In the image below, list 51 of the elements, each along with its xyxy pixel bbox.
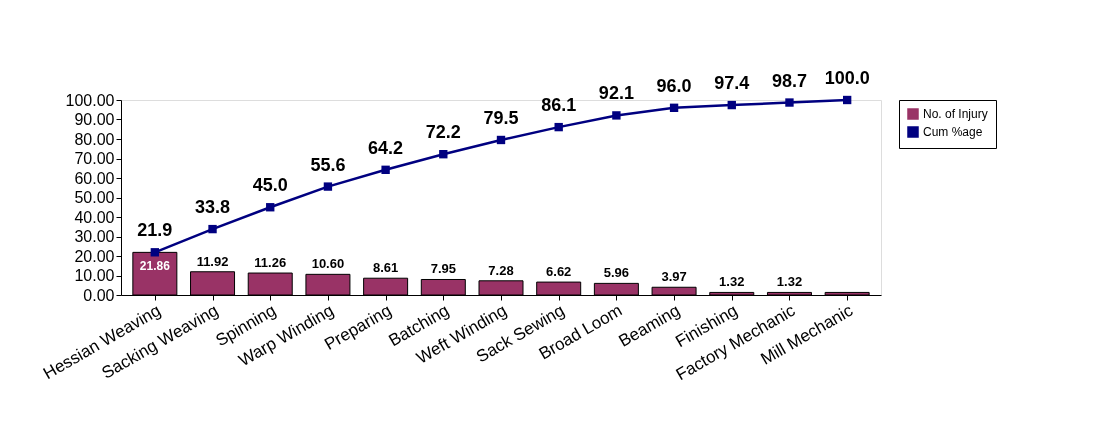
data-label: 1.32 <box>719 274 745 290</box>
point <box>381 165 390 174</box>
point <box>554 122 563 132</box>
y-tick-label: 40.00 <box>74 208 115 226</box>
y-tick-label: 70.00 <box>74 150 115 167</box>
data-label: 33.8 <box>195 197 231 218</box>
point <box>842 95 852 105</box>
y-tick-label: 10.00 <box>74 267 115 284</box>
data-label: 86.1 <box>541 95 577 116</box>
data-label: 11.92 <box>196 253 229 269</box>
point <box>208 224 217 234</box>
data-label: 6.62 <box>546 264 572 280</box>
data-label: 7.95 <box>430 261 456 277</box>
data-label: 79.5 <box>483 107 519 128</box>
point <box>496 135 506 145</box>
y-tick-label: 50.00 <box>74 189 115 206</box>
data-label: 21.86 <box>139 259 171 274</box>
data-label: 11.26 <box>254 255 287 271</box>
data-label: 45.0 <box>252 175 288 196</box>
data-label: 55.6 <box>310 154 346 175</box>
data-label: 64.2 <box>368 137 404 158</box>
y-tick-label: 20.00 <box>74 247 115 265</box>
data-label: 1.32 <box>776 274 803 290</box>
y-tick-label: 100.00 <box>65 91 115 109</box>
data-label: 8.61 <box>372 260 399 276</box>
data-label: 72.2 <box>425 122 461 143</box>
data-label: 100.0 <box>824 68 870 88</box>
point <box>439 150 448 159</box>
point <box>612 111 621 120</box>
y-tick-label: 90.00 <box>74 111 115 128</box>
legend-label: No. of Injury <box>923 107 988 121</box>
point <box>323 182 333 191</box>
data-label: 5.96 <box>603 265 630 281</box>
point <box>785 98 794 107</box>
point <box>727 100 736 110</box>
data-label: 92.1 <box>598 83 634 104</box>
point <box>669 103 679 112</box>
y-tick-label: 0.00 <box>83 286 115 304</box>
data-label: 10.60 <box>311 256 345 272</box>
point <box>150 248 160 257</box>
data-label: 97.4 <box>714 73 750 94</box>
data-label: 96.0 <box>656 75 692 96</box>
legend-label: Cum %age <box>923 125 983 139</box>
data-label: 3.97 <box>661 269 687 285</box>
data-label: 98.7 <box>771 70 807 91</box>
point <box>266 203 275 212</box>
y-tick-label: 60.00 <box>74 169 115 187</box>
data-label: 7.28 <box>488 262 514 278</box>
data-label: 21.9 <box>137 220 173 241</box>
y-tick-label: 30.00 <box>74 228 115 245</box>
y-tick-label: 80.00 <box>74 130 115 148</box>
